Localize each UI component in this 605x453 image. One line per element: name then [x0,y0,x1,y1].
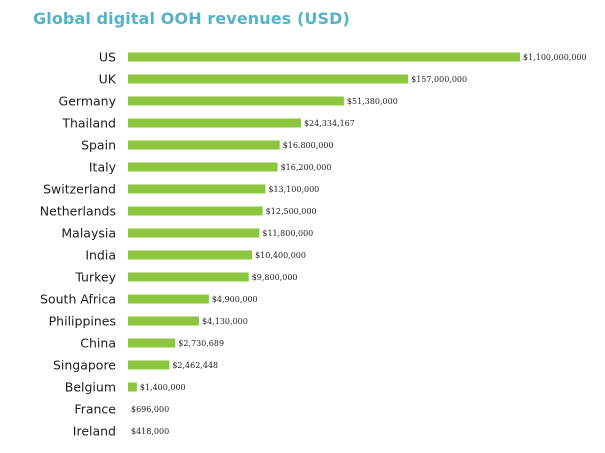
value-label: $4,900,000 [212,295,258,304]
category-label: Philippines [49,314,116,329]
value-label: $1,100,000,000 [523,53,587,62]
category-label: Singapore [53,358,116,373]
category-label: Turkey [74,270,116,285]
bar [128,184,266,194]
bar [128,294,209,304]
bar [128,272,249,282]
bar [128,382,137,392]
bar [128,250,253,260]
category-label: Italy [89,160,117,175]
value-label: $16,200,000 [281,163,332,172]
category-label: Switzerland [43,182,116,197]
category-label: Netherlands [40,204,116,219]
value-label: $12,500,000 [266,207,317,216]
bar [128,74,409,84]
category-label: US [99,50,116,65]
value-label: $51,380,000 [347,97,398,106]
value-label: $418,000 [131,427,169,436]
value-label: $13,100,000 [268,185,319,194]
value-label: $9,800,000 [252,273,298,282]
category-label: France [74,402,116,417]
bar [128,52,520,62]
value-label: $16.800,000 [283,141,334,150]
category-label: UK [99,72,117,87]
category-label: India [85,248,116,263]
category-label: Thailand [61,116,116,131]
value-label: $1,400,000 [140,383,186,392]
category-label: Spain [81,138,116,153]
category-label: Germany [59,94,117,109]
category-label: China [80,336,116,351]
bar [128,118,301,128]
value-label: $696,000 [131,405,169,414]
value-label: $2,462,448 [172,361,218,370]
category-label: Belgium [65,380,116,395]
bar [128,162,278,172]
bar [128,206,263,216]
bar [128,360,170,370]
category-label: Malaysia [61,226,116,241]
value-label: $4,130,000 [202,317,248,326]
value-label: $157,000,000 [411,75,467,84]
value-label: $10,400,000 [255,251,306,260]
value-label: $11,800,000 [262,229,313,238]
chart-title: Global digital OOH revenues (USD) [33,9,350,28]
value-label: $2,730,689 [178,339,224,348]
bar [128,140,280,150]
bar [128,338,176,348]
bar [128,96,344,106]
bar [128,228,260,238]
category-label: Ireland [73,424,116,439]
category-label: South Africa [40,292,116,307]
value-label: $24,334,167 [304,119,355,128]
bar [128,316,200,326]
